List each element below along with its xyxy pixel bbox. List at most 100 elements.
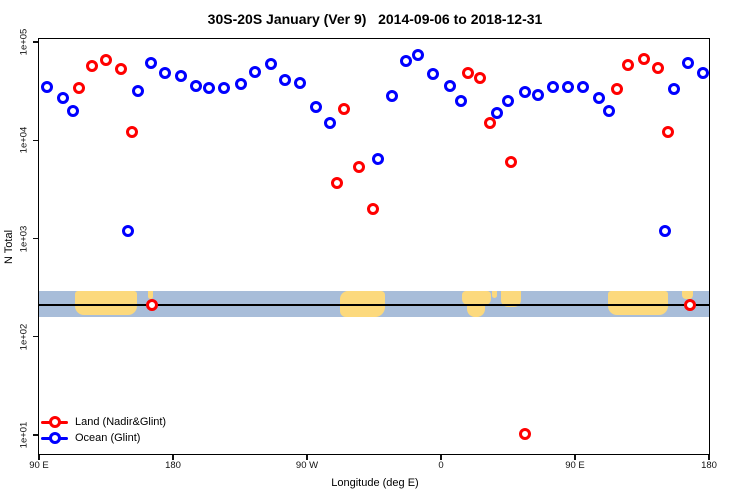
x-tick-label: 180: [701, 460, 717, 471]
data-point-land: [115, 63, 128, 76]
y-tick-label: 1e+02: [18, 323, 30, 351]
land-segment: [148, 291, 154, 299]
data-point-ocean: [667, 83, 680, 96]
y-tick: [33, 237, 38, 240]
data-point-land: [352, 161, 365, 174]
data-point-land: [338, 102, 351, 115]
data-point-ocean: [203, 82, 216, 95]
data-point-land: [366, 202, 379, 215]
x-tick: [38, 455, 40, 460]
data-point-ocean: [681, 57, 694, 70]
x-tick: [440, 455, 442, 460]
data-point-land: [331, 176, 344, 189]
land-segment: [74, 291, 138, 315]
data-point-land: [483, 116, 496, 129]
data-point-ocean: [386, 90, 398, 103]
data-point-ocean: [132, 84, 144, 97]
data-point-land: [126, 126, 139, 139]
data-point-land: [100, 53, 112, 66]
data-point-land: [504, 156, 517, 169]
legend: Land (Nadir&Glint) Ocean (Glint): [41, 414, 166, 446]
data-point-land: [73, 82, 86, 95]
y-tick: [33, 139, 38, 141]
data-point-ocean: [158, 67, 171, 80]
data-point-ocean: [264, 57, 277, 70]
data-point-land: [661, 126, 674, 139]
data-point-ocean: [122, 224, 135, 237]
data-point-ocean: [443, 79, 456, 92]
x-tick-label: 90 E: [565, 460, 585, 471]
data-point-ocean: [454, 95, 467, 108]
x-tick-label: 90 W: [295, 460, 319, 471]
ocean-series-symbol-icon: [41, 432, 68, 444]
data-point-ocean: [411, 48, 424, 61]
data-point-ocean: [217, 82, 230, 95]
data-point-land: [474, 72, 486, 84]
data-point-land: [683, 299, 696, 312]
y-tick-label: 1e+05: [18, 28, 30, 56]
data-point-ocean: [278, 74, 291, 87]
data-point-ocean: [546, 80, 559, 93]
x-tick: [708, 455, 710, 460]
x-tick: [574, 455, 576, 460]
land-segment: [467, 298, 485, 317]
data-point-ocean: [658, 224, 671, 237]
legend-item-land: Land (Nadir&Glint): [41, 414, 166, 430]
land-segment: [607, 291, 669, 315]
data-point-land: [146, 299, 158, 312]
x-tick-label: 0: [438, 460, 444, 471]
plot-border: [38, 38, 710, 455]
data-point-land: [86, 59, 98, 72]
data-point-ocean: [592, 91, 605, 104]
data-point-ocean: [144, 57, 157, 70]
data-point-ocean: [66, 104, 79, 117]
x-axis-label: Longitude (deg E): [331, 477, 419, 489]
y-tick-label: 1e+03: [18, 225, 30, 252]
data-point-ocean: [41, 80, 54, 93]
data-point-ocean: [372, 153, 385, 166]
land-series-symbol-icon: [41, 416, 68, 428]
ocean-legend-circle-icon: [48, 432, 61, 444]
data-point-ocean: [189, 79, 202, 92]
data-point-ocean: [602, 104, 615, 117]
legend-label-ocean: Ocean (Glint): [75, 432, 141, 444]
data-point-ocean: [518, 85, 531, 98]
data-point-land: [651, 62, 664, 75]
data-point-ocean: [400, 55, 412, 68]
land-legend-circle-icon: [48, 416, 61, 428]
land-segment: [682, 291, 694, 299]
land-segment: [492, 291, 497, 298]
data-point-ocean: [56, 91, 69, 104]
land-segment: [339, 291, 386, 317]
x-tick-label: 90 E: [29, 460, 49, 471]
data-point-ocean: [502, 95, 514, 108]
data-point-ocean: [696, 67, 709, 80]
data-point-land: [610, 83, 623, 96]
data-point-ocean: [576, 80, 589, 93]
land-segment: [501, 291, 522, 308]
data-point-ocean: [249, 65, 262, 78]
data-point-land: [622, 59, 634, 72]
data-point-ocean: [562, 80, 574, 93]
land-ocean-band: [39, 291, 709, 317]
data-point-ocean: [294, 77, 306, 90]
y-tick: [33, 41, 38, 43]
chart-title: 30S-20S January (Ver 9) 2014-09-06 to 20…: [207, 11, 543, 27]
y-tick-label: 1e+04: [18, 126, 30, 154]
data-point-ocean: [323, 116, 336, 129]
x-tick-label: 180: [165, 460, 181, 471]
y-tick-label: 1e+01: [18, 421, 30, 449]
legend-label-land: Land (Nadir&Glint): [75, 416, 167, 428]
y-tick: [33, 336, 38, 338]
data-point-ocean: [235, 78, 248, 91]
x-tick: [306, 455, 308, 460]
data-point-ocean: [490, 106, 503, 119]
band-midline: [39, 304, 709, 306]
data-point-land: [461, 67, 474, 80]
data-point-ocean: [531, 88, 544, 101]
data-point-ocean: [426, 68, 439, 81]
x-tick: [172, 455, 174, 460]
data-point-ocean: [175, 70, 188, 83]
